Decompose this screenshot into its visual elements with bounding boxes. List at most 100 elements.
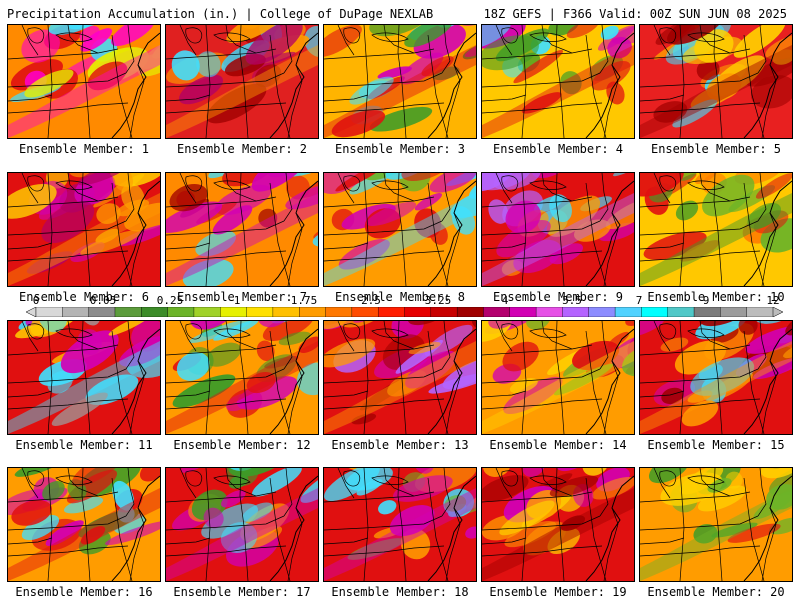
colorbar-swatch bbox=[720, 307, 748, 317]
state-borders bbox=[324, 468, 476, 581]
colorbar-swatch bbox=[114, 307, 142, 317]
state-borders bbox=[166, 25, 318, 138]
ensemble-member-label: Ensemble Member: 19 bbox=[489, 585, 627, 599]
colorbar-swatch bbox=[62, 307, 90, 317]
ensemble-member-label: Ensemble Member: 13 bbox=[331, 438, 469, 452]
colorbar-swatch bbox=[377, 307, 405, 317]
colorbar-swatch bbox=[35, 307, 63, 317]
colorbar-tick-label: 1.75 bbox=[290, 294, 318, 307]
colorbar-swatch bbox=[614, 307, 642, 317]
colorbar-swatch bbox=[220, 307, 248, 317]
ensemble-map-panel bbox=[165, 24, 319, 139]
ensemble-member-label: Ensemble Member: 20 bbox=[647, 585, 785, 599]
ensemble-map-panel bbox=[481, 467, 635, 582]
state-borders bbox=[8, 173, 160, 286]
precip-field-map bbox=[482, 468, 634, 581]
state-borders bbox=[482, 321, 634, 434]
ensemble-member-label: Ensemble Member: 5 bbox=[650, 142, 782, 156]
precip-field-map bbox=[640, 321, 792, 434]
ensemble-map-panel bbox=[165, 320, 319, 435]
header: Precipitation Accumulation (in.) | Colle… bbox=[0, 0, 800, 24]
state-borders bbox=[324, 321, 476, 434]
precip-field-map bbox=[166, 173, 318, 286]
colorbar-swatch bbox=[167, 307, 195, 317]
state-borders bbox=[324, 25, 476, 138]
precip-field-map bbox=[8, 468, 160, 581]
ensemble-member-label: Ensemble Member: 18 bbox=[331, 585, 469, 599]
precip-field-map bbox=[640, 468, 792, 581]
ensemble-member-label: Ensemble Member: 6 bbox=[18, 290, 150, 304]
colorbar-swatch bbox=[456, 307, 484, 317]
ensemble-map-panel bbox=[481, 320, 635, 435]
state-borders bbox=[640, 321, 792, 434]
colorbar-swatch bbox=[141, 307, 169, 317]
ensemble-member-label: Ensemble Member: 7 bbox=[176, 290, 308, 304]
colorbar-swatch bbox=[588, 307, 616, 317]
state-borders bbox=[166, 321, 318, 434]
precip-field-map bbox=[166, 468, 318, 581]
colorbar-tick-label: 5.5 bbox=[562, 294, 582, 307]
ensemble-map-panel bbox=[7, 467, 161, 582]
precip-field-map bbox=[8, 173, 160, 286]
ensemble-member-label: Ensemble Member: 11 bbox=[15, 438, 153, 452]
precip-field-map bbox=[482, 25, 634, 138]
ensemble-member-label: Ensemble Member: 8 bbox=[334, 290, 466, 304]
colorbar-tick-label: 2.5 bbox=[361, 294, 381, 307]
ensemble-map-panel bbox=[323, 320, 477, 435]
ensemble-map-panel bbox=[639, 24, 793, 139]
precip-field-map bbox=[8, 25, 160, 138]
colorbar-tick-label: 3.25 bbox=[424, 294, 452, 307]
colorbar-swatch bbox=[325, 307, 353, 317]
state-borders bbox=[640, 468, 792, 581]
precip-field-map bbox=[324, 25, 476, 138]
colorbar-swatch bbox=[641, 307, 669, 317]
colorbar-tick-label: 12 bbox=[766, 294, 780, 307]
colorbar-swatch bbox=[746, 307, 774, 317]
state-borders bbox=[166, 468, 318, 581]
colorbar-swatch bbox=[535, 307, 563, 317]
ensemble-member-label: Ensemble Member: 4 bbox=[492, 142, 624, 156]
ensemble-map-panel bbox=[323, 24, 477, 139]
ensemble-map-panel bbox=[323, 172, 477, 287]
colorbar-swatch bbox=[667, 307, 695, 317]
precip-field-map bbox=[482, 173, 634, 286]
colorbar-swatch bbox=[509, 307, 537, 317]
precip-field-map bbox=[324, 468, 476, 581]
state-borders bbox=[482, 468, 634, 581]
ensemble-map-panel bbox=[639, 467, 793, 582]
colorbar-swatch bbox=[88, 307, 116, 317]
colorbar-tick-label: 0 bbox=[32, 294, 40, 307]
colorbar-swatch bbox=[693, 307, 721, 317]
colorbar-swatch bbox=[483, 307, 511, 317]
state-borders bbox=[8, 25, 160, 138]
ensemble-map-panel bbox=[481, 172, 635, 287]
ensemble-member-label: Ensemble Member: 16 bbox=[15, 585, 153, 599]
header-title: Precipitation Accumulation (in.) | Colle… bbox=[7, 7, 434, 21]
precip-field-map bbox=[166, 25, 318, 138]
ensemble-map-panel bbox=[639, 172, 793, 287]
ensemble-map-panel bbox=[481, 24, 635, 139]
colorbar-swatch bbox=[404, 307, 432, 317]
state-borders bbox=[8, 468, 160, 581]
ensemble-map-panel bbox=[7, 24, 161, 139]
colorbar-swatch bbox=[193, 307, 221, 317]
ensemble-map-panel bbox=[7, 320, 161, 435]
colorbar-tick-label: 7 bbox=[635, 294, 643, 307]
ensemble-map-panel bbox=[7, 172, 161, 287]
ensemble-map-panel bbox=[639, 320, 793, 435]
state-borders bbox=[8, 321, 160, 434]
colorbar-tick-label: 9 bbox=[702, 294, 710, 307]
ensemble-map-panel bbox=[165, 467, 319, 582]
precip-field-map bbox=[166, 321, 318, 434]
precip-field-map bbox=[640, 173, 792, 286]
colorbar-tick-label: 0.05 bbox=[89, 294, 117, 307]
ensemble-member-label: Ensemble Member: 1 bbox=[18, 142, 150, 156]
state-borders bbox=[482, 173, 634, 286]
colorbar-swatch bbox=[430, 307, 458, 317]
state-borders bbox=[640, 25, 792, 138]
precip-field-map bbox=[8, 321, 160, 434]
colorbar-tick-label: 1 bbox=[233, 294, 241, 307]
colorbar-tick-label: 4 bbox=[501, 294, 509, 307]
header-valid-time: 18Z GEFS | F366 Valid: 00Z SUN JUN 08 20… bbox=[483, 7, 787, 21]
ensemble-map-panel bbox=[165, 172, 319, 287]
